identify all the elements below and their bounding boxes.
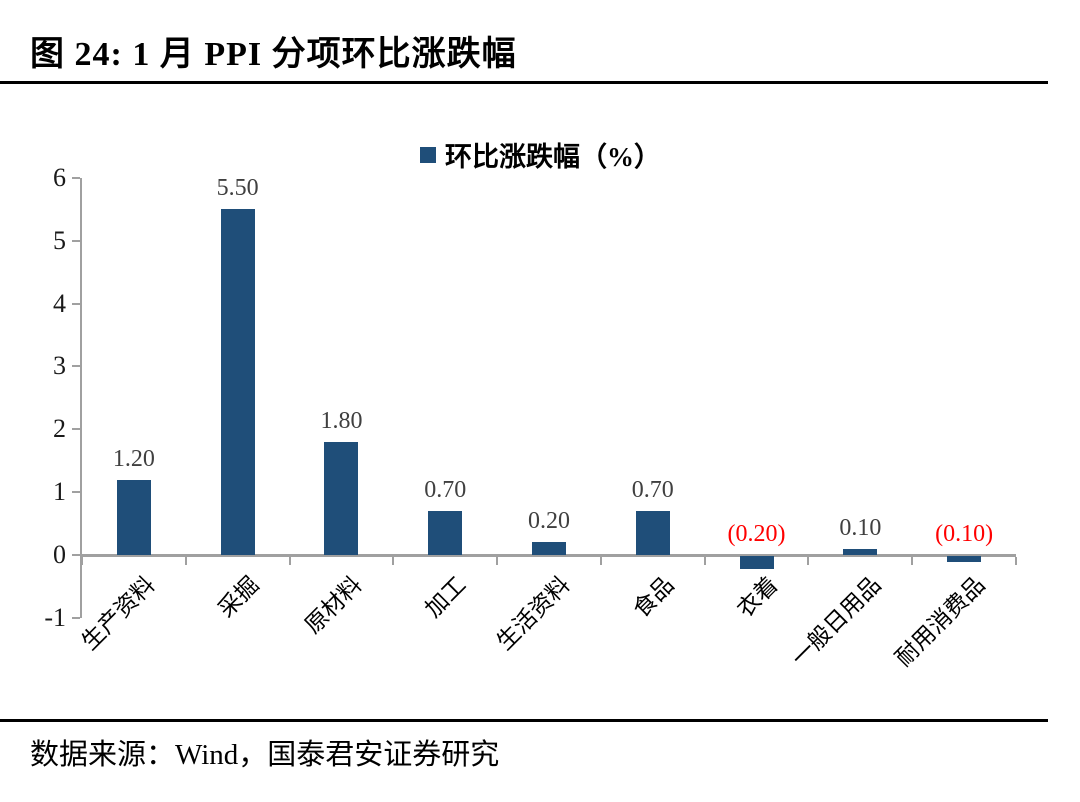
bar-生产资料 <box>116 479 151 555</box>
bar-value-label: 1.80 <box>320 407 363 434</box>
bar-采掘 <box>220 209 255 555</box>
y-axis-tick-mark <box>72 554 80 556</box>
x-axis-tick-mark <box>911 557 914 565</box>
bar-加工 <box>428 511 463 555</box>
legend-label: 环比涨跌幅（%） <box>445 142 661 172</box>
y-axis-tick-label: -1 <box>44 602 66 632</box>
x-axis-tick-mark <box>1015 557 1017 565</box>
bar-衣着 <box>739 556 774 569</box>
y-axis-tick-label: 3 <box>53 351 66 381</box>
y-axis-tick-label: 1 <box>53 477 66 507</box>
legend-swatch-icon <box>420 146 436 163</box>
y-axis-tick-mark <box>72 616 80 619</box>
y-axis-tick-label: 4 <box>53 288 66 318</box>
data-source-note: 数据来源：Wind，国泰君安证券研究 <box>30 739 500 771</box>
bar-value-label: 0.20 <box>528 508 570 535</box>
title-divider-line <box>0 81 1048 84</box>
x-axis-tick-mark <box>392 557 395 565</box>
y-axis-tick-mark <box>72 176 80 179</box>
x-axis-tick-mark <box>703 557 706 565</box>
x-axis-tick-mark <box>81 557 83 565</box>
bar-value-label: 1.20 <box>112 445 155 472</box>
bar-食品 <box>635 511 670 555</box>
x-axis-tick-mark <box>807 557 810 565</box>
bar-原材料 <box>324 441 359 555</box>
source-divider-line <box>0 719 1048 722</box>
y-axis-tick-label: 6 <box>53 162 66 192</box>
y-axis-tick-mark <box>72 302 80 305</box>
chart-legend: 环比涨跌幅（%） <box>420 135 661 174</box>
bar-value-label: 5.50 <box>216 175 259 202</box>
bar-value-label: (0.20) <box>727 521 786 547</box>
y-axis-tick-mark <box>72 365 80 368</box>
y-axis-tick-mark <box>72 239 80 242</box>
bar-value-label: (0.10) <box>935 521 994 547</box>
y-axis-tick-mark <box>72 428 80 431</box>
y-axis-tick-label: 5 <box>53 225 66 255</box>
bar-生活资料 <box>532 542 566 555</box>
x-axis-tick-mark <box>496 557 499 565</box>
bar-value-label: 0.70 <box>631 477 674 503</box>
x-axis-tick-mark <box>288 557 291 565</box>
y-axis-tick-label: 0 <box>53 540 66 569</box>
x-axis-line <box>82 554 1016 557</box>
x-axis-tick-mark <box>599 557 602 565</box>
bar-value-label: 0.10 <box>839 514 882 541</box>
y-axis-tick-label: 2 <box>53 414 66 444</box>
y-axis-tick-mark <box>72 491 80 494</box>
bar-一般日用品 <box>843 548 878 555</box>
figure-title: 图 24: 1 月 PPI 分项环比涨跌幅 <box>30 36 517 73</box>
y-axis-line <box>80 178 82 618</box>
x-axis-tick-mark <box>184 557 187 565</box>
bar-耐用消费品 <box>947 556 982 563</box>
bar-value-label: 0.70 <box>424 477 467 503</box>
